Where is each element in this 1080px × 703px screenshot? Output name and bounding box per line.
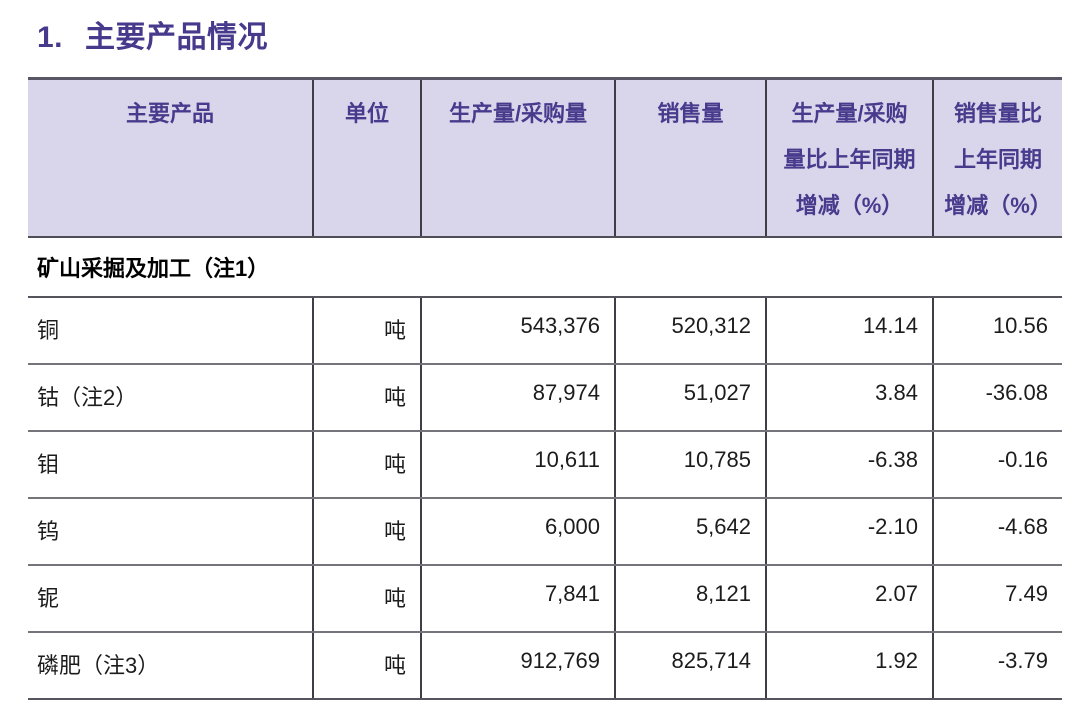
table-header-row: 主要产品 单位 生产量/采购量 销售量 生产量/采购 量比上年同期 增减（%） [28, 78, 1062, 238]
cell-production-yoy: 3.84 [765, 363, 933, 432]
cell-product: 铌 [28, 564, 313, 633]
header-line: 上年同期 [953, 147, 1042, 172]
cell-production: 10,611 [420, 430, 615, 499]
cell-unit: 吨 [312, 564, 421, 633]
cell-production-yoy: -6.38 [765, 430, 933, 499]
header-line: 生产量/采购 [791, 101, 908, 126]
header-line: 增减（%） [944, 193, 1052, 218]
page-title: 1. 主要产品情况 [37, 12, 268, 56]
col-header-production-yoy: 生产量/采购 量比上年同期 增减（%） [765, 78, 933, 238]
cell-product: 钼 [28, 430, 313, 499]
cell-unit: 吨 [312, 296, 421, 365]
header-line: 量比上年同期 [783, 147, 916, 172]
cell-sales-yoy: -36.08 [932, 363, 1062, 432]
cell-production: 87,974 [420, 363, 615, 432]
cell-unit: 吨 [312, 631, 421, 700]
table-row-tungsten: 钨 吨 6,000 5,642 -2.10 -4.68 [28, 497, 1062, 566]
cell-unit: 吨 [312, 430, 421, 499]
cell-production: 543,376 [420, 296, 615, 365]
cell-sales: 825,714 [614, 631, 766, 700]
table-row-niobium: 铌 吨 7,841 8,121 2.07 7.49 [28, 564, 1062, 633]
header-line: 主要产品 [125, 101, 214, 126]
cell-product: 钴（注2） [28, 363, 313, 432]
header-line: 生产量/采购量 [448, 101, 588, 126]
cell-product: 磷肥（注3） [28, 631, 313, 700]
cell-unit: 吨 [312, 497, 421, 566]
cell-sales-yoy: -0.16 [932, 430, 1062, 499]
cell-product: 铜 [28, 296, 313, 365]
cell-sales: 8,121 [614, 564, 766, 633]
cell-sales-yoy: 7.49 [932, 564, 1062, 633]
header-line: 销售量 [657, 101, 724, 126]
cell-sales: 51,027 [614, 363, 766, 432]
header-line: 销售量比 [953, 101, 1042, 126]
table-row-cobalt: 钴（注2） 吨 87,974 51,027 3.84 -36.08 [28, 363, 1062, 432]
cell-product: 钨 [28, 497, 313, 566]
cell-sales: 5,642 [614, 497, 766, 566]
cell-sales-yoy: -4.68 [932, 497, 1062, 566]
table-row-molybdenum: 钼 吨 10,611 10,785 -6.38 -0.16 [28, 430, 1062, 499]
cell-production: 912,769 [420, 631, 615, 700]
col-header-sales: 销售量 [614, 78, 766, 238]
cell-production: 6,000 [420, 497, 615, 566]
section-label: 矿山采掘及加工（注1） [28, 236, 1062, 298]
title-text: 主要产品情况 [85, 21, 269, 54]
col-header-product: 主要产品 [28, 78, 313, 238]
cell-unit: 吨 [312, 363, 421, 432]
col-header-production: 生产量/采购量 [420, 78, 615, 238]
cell-sales: 520,312 [614, 296, 766, 365]
header-line: 增减（%） [795, 193, 904, 218]
cell-production-yoy: 2.07 [765, 564, 933, 633]
cell-sales-yoy: 10.56 [932, 296, 1062, 365]
table-row-phosphate: 磷肥（注3） 吨 912,769 825,714 1.92 -3.79 [28, 631, 1062, 700]
cell-production-yoy: 14.14 [765, 296, 933, 365]
section-row-mining: 矿山采掘及加工（注1） [28, 236, 1062, 298]
col-header-unit: 单位 [312, 78, 421, 238]
table-row-copper: 铜 吨 543,376 520,312 14.14 10.56 [28, 296, 1062, 365]
cell-sales: 10,785 [614, 430, 766, 499]
cell-production-yoy: -2.10 [765, 497, 933, 566]
main-products-table: 主要产品 单位 生产量/采购量 销售量 生产量/采购 量比上年同期 增减（%） [28, 77, 1062, 700]
cell-production-yoy: 1.92 [765, 631, 933, 700]
cell-production: 7,841 [420, 564, 615, 633]
cell-sales-yoy: -3.79 [932, 631, 1062, 700]
header-line: 单位 [344, 101, 389, 126]
col-header-sales-yoy: 销售量比 上年同期 增减（%） [932, 78, 1062, 238]
title-number: 1. [37, 21, 64, 54]
